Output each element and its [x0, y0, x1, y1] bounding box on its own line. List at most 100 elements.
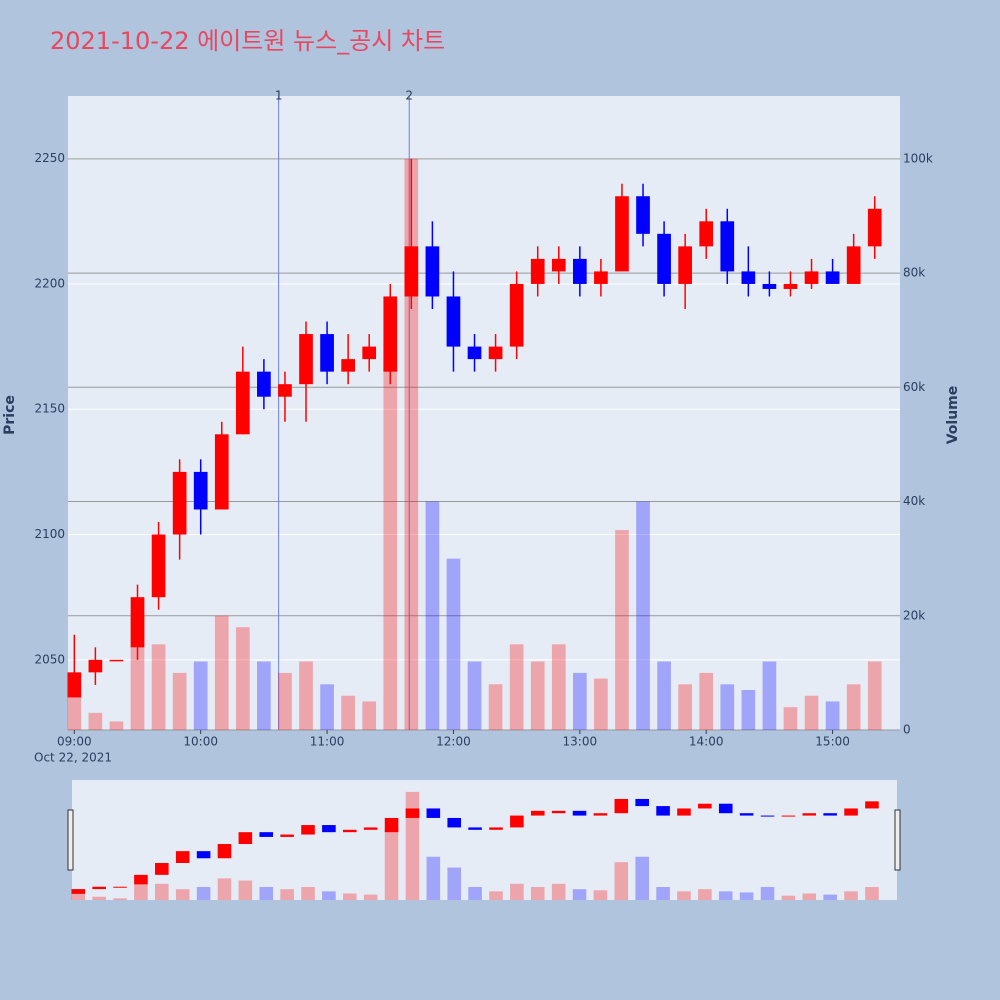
x-tick-label: 14:00	[689, 735, 724, 749]
slider-candle	[551, 810, 566, 814]
candle-body	[657, 233, 671, 284]
volume-bar	[615, 530, 629, 730]
candle-body	[825, 271, 840, 284]
candle-body	[720, 221, 735, 272]
x-tick-label: 15:00	[815, 735, 850, 749]
slider-volume-bar	[92, 896, 106, 900]
slider-candle	[760, 815, 775, 817]
annotation-label: 1	[275, 89, 283, 103]
slider-candle	[677, 808, 691, 816]
volume-bar	[320, 684, 334, 730]
candle-body	[109, 659, 124, 662]
y-axis-label: Price	[2, 395, 18, 435]
candle-body	[488, 346, 503, 360]
volume-bar	[109, 721, 124, 730]
slider-candle	[572, 810, 587, 816]
candle-body	[151, 534, 166, 598]
slider-candle	[71, 889, 86, 894]
volume-bar	[341, 695, 355, 730]
volume-bar	[804, 695, 819, 730]
volume-bar	[825, 701, 840, 730]
slider-candle	[134, 874, 148, 885]
candle-body	[678, 246, 692, 284]
volume-bar	[783, 707, 798, 730]
volume-bar	[257, 661, 271, 730]
range-handle[interactable]	[894, 809, 901, 871]
volume-bar	[762, 661, 777, 730]
slider-volume-bar	[363, 894, 378, 900]
volume-bar	[741, 690, 756, 730]
candle-body	[193, 471, 208, 510]
slider-volume-bar	[593, 890, 608, 900]
slider-candle	[280, 834, 294, 837]
slider-candle	[844, 808, 858, 816]
slider-candle	[301, 825, 315, 835]
y-tick-label: 2150	[34, 402, 65, 416]
candle-body	[551, 258, 566, 272]
slider-candle	[113, 886, 127, 888]
slider-candle	[718, 803, 733, 814]
y2-tick-label: 80k	[903, 266, 925, 280]
y2-tick-label: 40k	[903, 494, 925, 508]
slider-candle	[468, 827, 482, 830]
candle-body	[572, 258, 587, 284]
slider-volume-bar	[718, 891, 733, 900]
slider-candle	[530, 810, 545, 816]
x-tick-label: 11:00	[310, 735, 345, 749]
candle-body	[235, 371, 250, 435]
volume-bar	[572, 672, 587, 730]
y2-tick-label: 0	[903, 723, 911, 737]
y-tick-label: 2200	[34, 276, 65, 290]
slider-candle	[447, 817, 462, 828]
range-slider	[72, 780, 897, 900]
y-tick-label: 2250	[34, 151, 65, 165]
candle-body	[88, 659, 103, 673]
slider-volume-bar	[781, 895, 796, 900]
candle-body	[404, 246, 419, 297]
slider-volume-bar	[217, 878, 232, 900]
y-tick-label: 2100	[34, 527, 65, 541]
annotation-label: 2	[405, 89, 413, 103]
slider-volume-bar	[656, 887, 670, 900]
slider-volume-bar	[614, 862, 629, 900]
slider-volume-bar	[280, 889, 294, 900]
slider-volume-bar	[384, 829, 399, 900]
volume-bar	[551, 644, 566, 730]
slider-candle	[92, 886, 106, 890]
range-handle[interactable]	[67, 809, 74, 871]
y-tick-label: 2050	[34, 652, 65, 666]
volume-bar	[488, 684, 503, 730]
volume-bar	[193, 661, 208, 730]
y2-tick-label: 60k	[903, 380, 925, 394]
slider-candle	[384, 817, 399, 833]
slider-volume-bar	[760, 887, 775, 900]
candle-body	[594, 271, 608, 284]
slider-candle	[175, 851, 190, 864]
volume-bar	[509, 644, 524, 730]
slider-volume-bar	[468, 887, 482, 900]
slider-candle	[593, 813, 608, 816]
slider-volume-bar	[426, 856, 441, 900]
y2-axis-label: Volume	[945, 386, 961, 445]
slider-volume-bar	[865, 887, 879, 900]
x-tick-label: 13:00	[563, 735, 598, 749]
candle-body	[362, 346, 377, 360]
slider-volume-bar	[739, 892, 754, 900]
candle-body	[762, 283, 777, 289]
slider-volume-bar	[530, 887, 545, 900]
y2-tick-label: 20k	[903, 608, 925, 622]
volume-bar	[867, 661, 882, 730]
candle-body	[341, 359, 355, 372]
slider-candle	[196, 851, 211, 859]
volume-bar	[299, 661, 313, 730]
slider-volume-bar	[71, 891, 86, 900]
candle-body	[278, 384, 292, 397]
candle-body	[509, 283, 524, 347]
volume-bar	[151, 644, 166, 730]
candle-body	[846, 246, 861, 284]
volume-bar	[383, 358, 398, 730]
slider-volume-bar	[635, 856, 649, 900]
candle-body	[320, 334, 334, 372]
slider-volume-bar	[677, 891, 691, 900]
candle-body	[257, 371, 271, 397]
